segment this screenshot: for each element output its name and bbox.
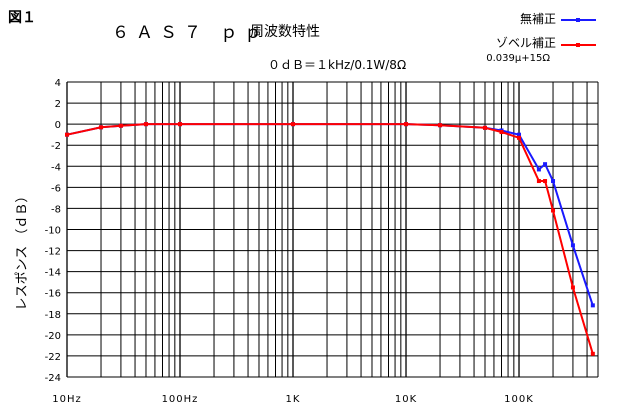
- data-point: [178, 122, 183, 127]
- figure-label: 図１: [8, 10, 36, 26]
- y-tick-label: -22: [45, 352, 61, 363]
- chart-title: ６ＡＳ７ ｐｐ: [112, 23, 268, 43]
- data-point: [536, 179, 541, 184]
- y-tick-label: -10: [45, 226, 61, 237]
- data-point: [551, 179, 556, 184]
- x-tick-label: 1K: [286, 394, 301, 405]
- x-tick-label: 10K: [395, 394, 417, 405]
- x-tick-label: 10Hz: [52, 394, 82, 405]
- data-point: [438, 123, 443, 128]
- y-tick-label: -8: [51, 204, 61, 215]
- y-tick-label: -4: [51, 162, 61, 173]
- data-point: [570, 243, 575, 248]
- data-point: [99, 125, 104, 130]
- y-tick-label: 0: [55, 120, 61, 131]
- grid: [66, 81, 599, 378]
- data-point: [517, 132, 522, 137]
- reference-condition: ０ｄＢ＝１kHz/0.1W/8Ω: [268, 58, 406, 72]
- data-point: [570, 285, 575, 290]
- data-point: [291, 122, 296, 127]
- x-tick-label: 100Hz: [162, 394, 199, 405]
- data-point: [499, 130, 504, 135]
- y-tick-label: -2: [51, 141, 61, 152]
- y-tick-label: 2: [55, 99, 61, 110]
- y-tick-label: -14: [45, 268, 61, 279]
- series-line: [66, 123, 594, 355]
- data-point: [65, 132, 69, 137]
- data-point: [118, 123, 123, 128]
- series-1: [65, 122, 595, 308]
- y-tick-label: -12: [45, 247, 61, 258]
- data-point: [143, 122, 148, 127]
- legend-label: 無補正: [520, 11, 556, 26]
- legend-marker: [576, 18, 580, 22]
- y-tick-label: -20: [45, 331, 61, 342]
- chart-subtitle: 周波数特性: [250, 24, 320, 40]
- y-tick-label: -6: [51, 183, 61, 194]
- y-tick-label: 4: [55, 78, 61, 89]
- legend-marker: [576, 43, 580, 47]
- data-point: [590, 303, 595, 308]
- legend-label: ゾベル補正: [496, 36, 556, 50]
- data-point: [482, 125, 487, 130]
- x-tick-label: 100K: [504, 394, 534, 405]
- data-point: [404, 122, 409, 127]
- series-2: [65, 122, 595, 356]
- legend-note: 0.039μ+15Ω: [486, 53, 550, 64]
- y-tick-label: -18: [45, 310, 61, 321]
- y-tick-label: -16: [45, 289, 61, 300]
- series-group: [65, 122, 595, 356]
- y-tick-labels: 4 2 0 -2 -4 -6 -8 -10 -12 -14 -16 -18 -20 -22 -24: [45, 78, 61, 384]
- data-point: [551, 208, 556, 213]
- data-point: [517, 135, 522, 140]
- y-axis-label: レスポンス （ｄＢ）: [15, 190, 30, 311]
- data-point: [536, 167, 541, 172]
- data-point: [590, 351, 595, 356]
- x-tick-labels: 10Hz 100Hz 1K 10K 100K: [52, 394, 534, 405]
- data-point: [543, 179, 548, 184]
- y-tick-label: -24: [45, 373, 61, 384]
- data-point: [543, 162, 548, 167]
